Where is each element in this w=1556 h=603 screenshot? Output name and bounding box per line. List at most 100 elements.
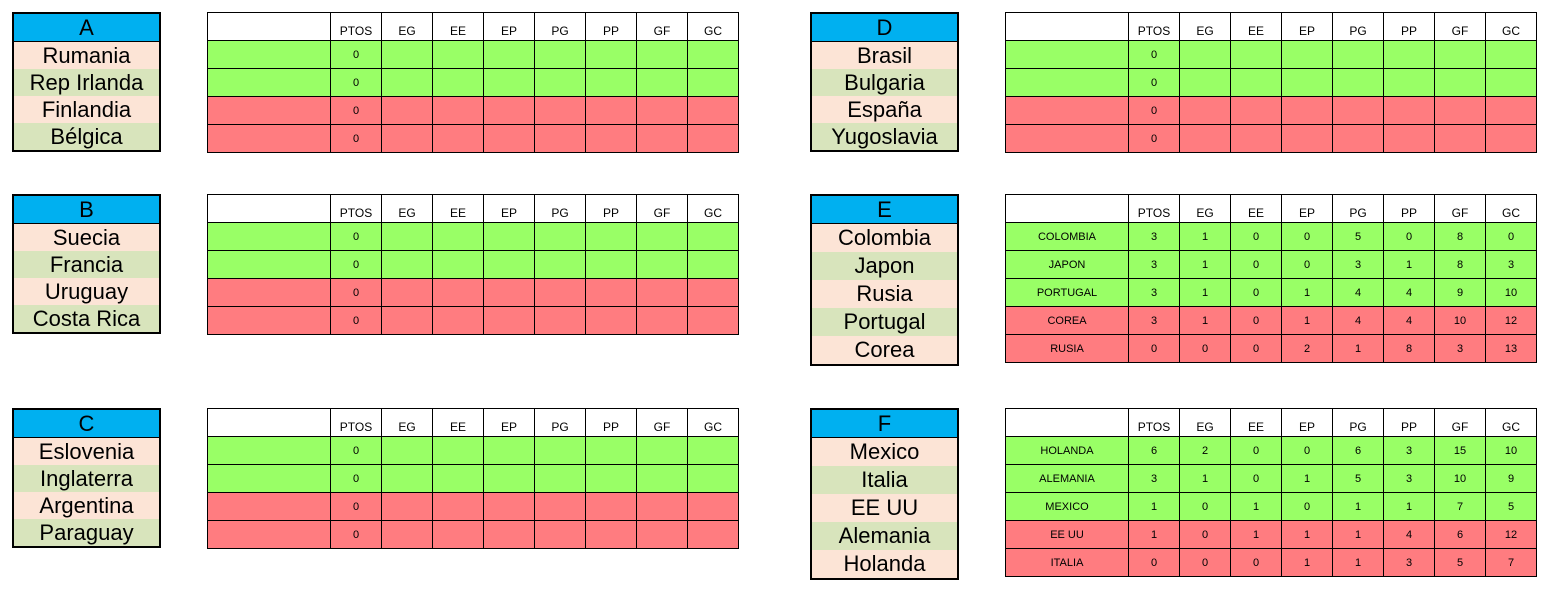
stat-cell-pp[interactable]: [585, 464, 637, 493]
stat-cell-pp[interactable]: 1: [1383, 492, 1435, 521]
stat-cell-ep[interactable]: 0: [1281, 250, 1333, 279]
team-name-cell[interactable]: COLOMBIA: [1005, 222, 1129, 251]
stat-cell-gf[interactable]: 5: [1434, 548, 1486, 577]
stat-cell-gf[interactable]: [1434, 40, 1486, 69]
team-cell[interactable]: Costa Rica: [14, 305, 159, 332]
stat-cell-pg[interactable]: 1: [1332, 548, 1384, 577]
column-header-ptos[interactable]: PTOS: [330, 12, 382, 41]
team-cell[interactable]: Portugal: [812, 308, 957, 336]
team-cell[interactable]: EE UU: [812, 494, 957, 522]
stat-cell-ee[interactable]: 0: [1230, 548, 1282, 577]
stat-cell-pg[interactable]: [534, 520, 586, 549]
column-header-ep[interactable]: EP: [483, 408, 535, 437]
stat-cell-ptos[interactable]: 0: [1128, 334, 1180, 363]
team-cell[interactable]: Italia: [812, 466, 957, 494]
stat-cell-eg[interactable]: [381, 250, 433, 279]
team-name-cell[interactable]: [207, 124, 331, 153]
team-name-cell[interactable]: ALEMANIA: [1005, 464, 1129, 493]
stat-cell-eg[interactable]: [381, 436, 433, 465]
stat-cell-gc[interactable]: [687, 250, 739, 279]
stat-cell-ptos[interactable]: 6: [1128, 436, 1180, 465]
blank-header-cell[interactable]: [207, 12, 331, 41]
stat-cell-ep[interactable]: [483, 96, 535, 125]
column-header-pp[interactable]: PP: [1383, 194, 1435, 223]
column-header-gf[interactable]: GF: [1434, 194, 1486, 223]
column-header-ee[interactable]: EE: [432, 12, 484, 41]
stat-cell-ee[interactable]: [432, 124, 484, 153]
column-header-gc[interactable]: GC: [1485, 12, 1537, 41]
stat-cell-eg[interactable]: 1: [1179, 464, 1231, 493]
stat-cell-ptos[interactable]: 3: [1128, 222, 1180, 251]
stat-cell-eg[interactable]: 2: [1179, 436, 1231, 465]
stat-cell-eg[interactable]: [381, 222, 433, 251]
team-cell[interactable]: Eslovenia: [14, 438, 159, 465]
stat-cell-ep[interactable]: 1: [1281, 278, 1333, 307]
stat-cell-pp[interactable]: [1383, 124, 1435, 153]
team-cell[interactable]: Bélgica: [14, 123, 159, 150]
stat-cell-pp[interactable]: [1383, 96, 1435, 125]
team-cell[interactable]: Rumania: [14, 42, 159, 69]
stat-cell-pg[interactable]: 4: [1332, 278, 1384, 307]
stat-cell-gf[interactable]: [636, 250, 688, 279]
stat-cell-pg[interactable]: 4: [1332, 306, 1384, 335]
team-cell[interactable]: Alemania: [812, 522, 957, 550]
stat-cell-ee[interactable]: [1230, 40, 1282, 69]
stat-cell-pg[interactable]: [534, 124, 586, 153]
column-header-gc[interactable]: GC: [1485, 194, 1537, 223]
stat-cell-gf[interactable]: 9: [1434, 278, 1486, 307]
team-name-cell[interactable]: [207, 278, 331, 307]
stat-cell-pp[interactable]: [585, 222, 637, 251]
stat-cell-eg[interactable]: [381, 40, 433, 69]
stat-cell-ep[interactable]: [483, 250, 535, 279]
stat-cell-ep[interactable]: 1: [1281, 464, 1333, 493]
stat-cell-ep[interactable]: [483, 68, 535, 97]
stat-cell-gf[interactable]: [636, 306, 688, 335]
stat-cell-ptos[interactable]: 3: [1128, 306, 1180, 335]
column-header-gc[interactable]: GC: [687, 408, 739, 437]
stat-cell-pp[interactable]: 0: [1383, 222, 1435, 251]
blank-header-cell[interactable]: [1005, 194, 1129, 223]
column-header-pg[interactable]: PG: [534, 194, 586, 223]
column-header-ptos[interactable]: PTOS: [1128, 194, 1180, 223]
stat-cell-ptos[interactable]: 3: [1128, 250, 1180, 279]
stat-cell-pg[interactable]: [534, 96, 586, 125]
stat-cell-ee[interactable]: 0: [1230, 278, 1282, 307]
column-header-eg[interactable]: EG: [381, 12, 433, 41]
stat-cell-gc[interactable]: [1485, 40, 1537, 69]
stat-cell-pg[interactable]: [534, 250, 586, 279]
column-header-pp[interactable]: PP: [585, 408, 637, 437]
stat-cell-pg[interactable]: [534, 68, 586, 97]
stat-cell-eg[interactable]: 1: [1179, 222, 1231, 251]
stat-cell-ptos[interactable]: 0: [330, 40, 382, 69]
team-name-cell[interactable]: PORTUGAL: [1005, 278, 1129, 307]
stat-cell-ep[interactable]: [483, 520, 535, 549]
stat-cell-ptos[interactable]: 0: [1128, 96, 1180, 125]
stat-cell-gc[interactable]: 7: [1485, 548, 1537, 577]
column-header-gf[interactable]: GF: [1434, 408, 1486, 437]
stat-cell-gc[interactable]: [687, 306, 739, 335]
team-name-cell[interactable]: COREA: [1005, 306, 1129, 335]
stat-cell-gf[interactable]: [636, 464, 688, 493]
stat-cell-gc[interactable]: [687, 96, 739, 125]
stat-cell-pg[interactable]: [534, 492, 586, 521]
column-header-eg[interactable]: EG: [381, 408, 433, 437]
column-header-eg[interactable]: EG: [381, 194, 433, 223]
column-header-pg[interactable]: PG: [1332, 12, 1384, 41]
group-label[interactable]: F: [812, 410, 957, 438]
stat-cell-pp[interactable]: 4: [1383, 306, 1435, 335]
stat-cell-gc[interactable]: 10: [1485, 436, 1537, 465]
stat-cell-pg[interactable]: [1332, 124, 1384, 153]
team-name-cell[interactable]: [207, 68, 331, 97]
team-cell[interactable]: Uruguay: [14, 278, 159, 305]
stat-cell-ee[interactable]: [432, 492, 484, 521]
stat-cell-eg[interactable]: [1179, 124, 1231, 153]
column-header-ee[interactable]: EE: [1230, 194, 1282, 223]
stat-cell-ep[interactable]: 0: [1281, 436, 1333, 465]
stat-cell-eg[interactable]: 0: [1179, 520, 1231, 549]
stat-cell-gf[interactable]: [636, 40, 688, 69]
stat-cell-gc[interactable]: [1485, 68, 1537, 97]
stat-cell-ep[interactable]: [1281, 40, 1333, 69]
stat-cell-gc[interactable]: [687, 40, 739, 69]
stat-cell-pp[interactable]: [585, 96, 637, 125]
column-header-gf[interactable]: GF: [636, 12, 688, 41]
